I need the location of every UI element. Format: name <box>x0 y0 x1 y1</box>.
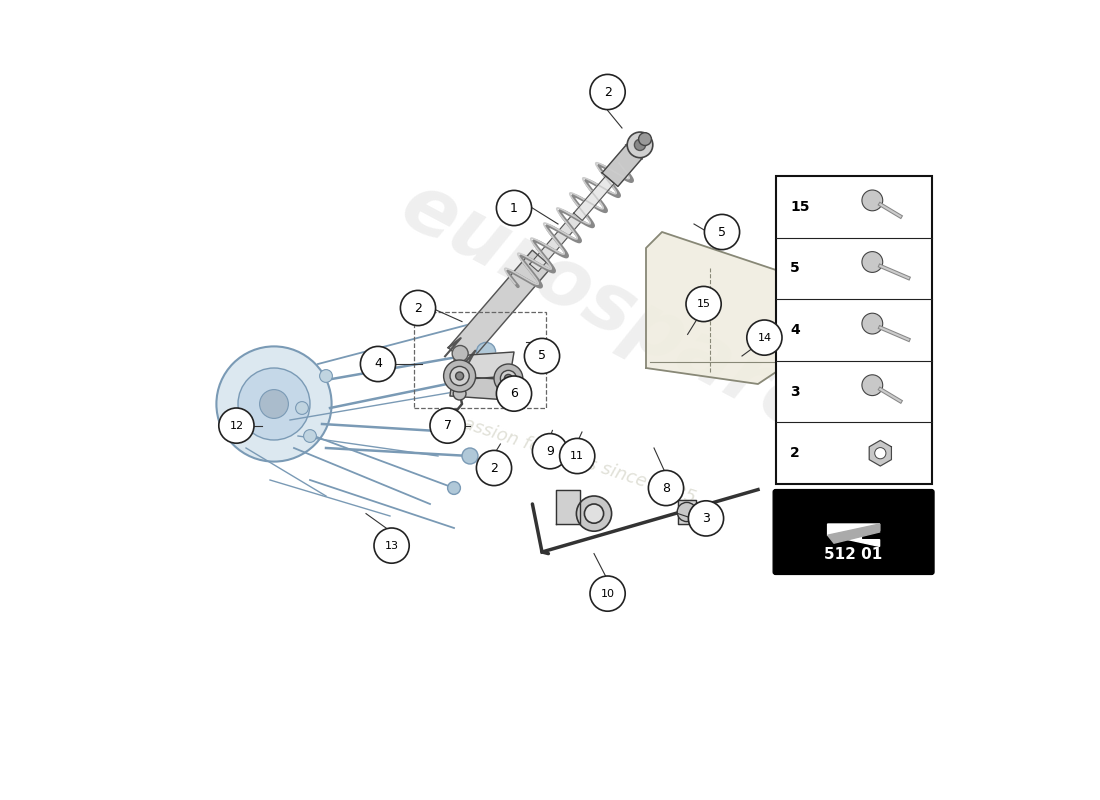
Circle shape <box>455 372 463 380</box>
Circle shape <box>260 390 288 418</box>
Polygon shape <box>646 232 782 384</box>
Text: 13: 13 <box>385 541 398 550</box>
Circle shape <box>400 290 436 326</box>
Circle shape <box>862 190 882 210</box>
Circle shape <box>304 430 317 442</box>
Circle shape <box>494 364 522 393</box>
Text: 8: 8 <box>662 482 670 494</box>
Circle shape <box>635 139 646 150</box>
Text: 5: 5 <box>790 262 800 275</box>
Circle shape <box>689 501 724 536</box>
Text: 2: 2 <box>604 86 612 98</box>
Circle shape <box>686 286 722 322</box>
Circle shape <box>476 450 512 486</box>
Circle shape <box>648 470 683 506</box>
Circle shape <box>217 346 331 462</box>
Circle shape <box>862 374 882 395</box>
Text: 6: 6 <box>510 387 518 400</box>
Text: 11: 11 <box>570 451 584 461</box>
Text: 9: 9 <box>546 445 554 458</box>
Polygon shape <box>869 440 891 466</box>
Circle shape <box>525 338 560 374</box>
Polygon shape <box>574 176 614 221</box>
Text: 1: 1 <box>510 202 518 214</box>
Circle shape <box>452 346 469 362</box>
Circle shape <box>296 402 308 414</box>
Circle shape <box>704 214 739 250</box>
Circle shape <box>238 368 310 440</box>
Circle shape <box>500 370 516 386</box>
Circle shape <box>560 438 595 474</box>
Text: 15: 15 <box>696 299 711 309</box>
Circle shape <box>437 418 452 434</box>
Circle shape <box>430 408 465 443</box>
Text: 5: 5 <box>718 226 726 238</box>
Circle shape <box>476 342 496 362</box>
Circle shape <box>496 190 531 226</box>
Circle shape <box>478 368 494 384</box>
Circle shape <box>862 251 882 272</box>
Text: 12: 12 <box>229 421 243 430</box>
Polygon shape <box>827 524 880 546</box>
Circle shape <box>446 424 462 440</box>
FancyBboxPatch shape <box>773 490 934 574</box>
Circle shape <box>584 504 604 523</box>
Text: eurospares: eurospares <box>387 166 873 474</box>
Text: 15: 15 <box>790 200 810 214</box>
Circle shape <box>532 434 568 469</box>
Text: 512 01: 512 01 <box>825 547 882 562</box>
Text: 4: 4 <box>374 358 382 370</box>
Text: a passion for parts since 1985: a passion for parts since 1985 <box>433 406 698 506</box>
Bar <box>776 176 932 484</box>
Text: 10: 10 <box>601 589 615 598</box>
Circle shape <box>450 366 470 386</box>
Circle shape <box>747 320 782 355</box>
Circle shape <box>590 74 625 110</box>
Polygon shape <box>602 145 642 186</box>
Polygon shape <box>450 376 512 400</box>
Text: 2: 2 <box>491 462 498 474</box>
Circle shape <box>576 496 612 531</box>
Polygon shape <box>827 524 880 543</box>
Bar <box>414 312 546 408</box>
Text: 4: 4 <box>790 323 800 337</box>
Polygon shape <box>454 352 514 380</box>
Circle shape <box>462 448 478 464</box>
Polygon shape <box>557 490 581 524</box>
Text: 14: 14 <box>757 333 771 342</box>
Circle shape <box>453 387 466 400</box>
Circle shape <box>590 576 625 611</box>
Text: 3: 3 <box>790 385 800 398</box>
Circle shape <box>443 360 475 392</box>
Circle shape <box>448 482 461 494</box>
Circle shape <box>505 374 513 382</box>
Text: 3: 3 <box>702 512 710 525</box>
Polygon shape <box>530 209 586 271</box>
Circle shape <box>627 132 652 158</box>
Circle shape <box>862 313 882 334</box>
Text: 2: 2 <box>790 446 800 460</box>
Text: 7: 7 <box>443 419 452 432</box>
Polygon shape <box>678 500 695 524</box>
Polygon shape <box>449 250 552 364</box>
Circle shape <box>678 502 696 522</box>
Circle shape <box>496 376 531 411</box>
Circle shape <box>874 447 886 459</box>
Circle shape <box>374 528 409 563</box>
Text: 2: 2 <box>414 302 422 314</box>
Text: 5: 5 <box>538 350 546 362</box>
Circle shape <box>219 408 254 443</box>
Circle shape <box>639 133 651 146</box>
Circle shape <box>320 370 332 382</box>
Circle shape <box>361 346 396 382</box>
